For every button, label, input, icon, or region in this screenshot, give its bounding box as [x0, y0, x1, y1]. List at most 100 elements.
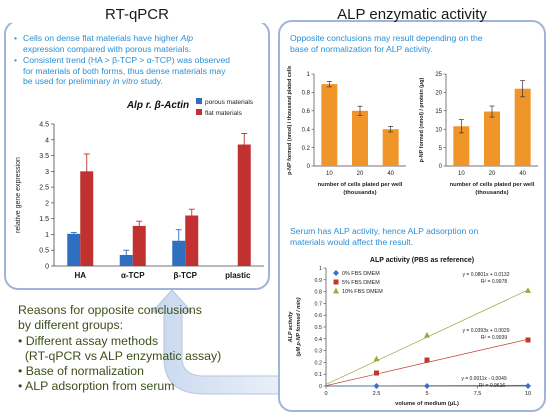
y-tick-label: 4.5: [39, 122, 49, 129]
reason-item-2: (RT-qPCR vs ALP enzymatic assay): [18, 349, 222, 363]
alp-per-protein-chart: 0 5 10 15 20 25 p-NP formed (nmol) / protein (…: [419, 72, 538, 196]
bar-flat: [185, 215, 199, 266]
data-point: [373, 383, 380, 389]
y-tick-label: 1: [45, 232, 49, 239]
y-tick-label: 0.8: [302, 91, 311, 97]
y-tick-label: 0.7: [315, 301, 323, 307]
y-tick-label: 0.9: [315, 278, 323, 284]
legend-marker: [333, 279, 339, 285]
alp-title: ALP enzymatic activity: [337, 6, 487, 23]
y-tick-label: 25: [435, 72, 442, 78]
y-tick-label: 0.8: [315, 290, 323, 296]
trend-r2: R² = 0.9978: [481, 279, 507, 285]
y-tick-label: 2: [45, 200, 49, 207]
alp-intro: Opposite conclusions may result dependin…: [290, 33, 540, 54]
data-point: [525, 287, 531, 293]
bar: [321, 84, 338, 166]
y-tick-label: 0: [439, 164, 443, 170]
bullet-1-rest: expression compared with porous material…: [23, 43, 192, 54]
legend-label: 10% FBS DMEM: [342, 289, 383, 295]
y-tick-label: 0.6: [315, 313, 323, 319]
x-tick-label: 40: [519, 171, 526, 177]
alp-activity-chart: ALP activity (PBS as reference) 0 0.1 0.2 0.…: [288, 257, 531, 407]
reason-item-1: • Different assay methods: [18, 334, 159, 348]
x-axis-label-2: (thousands): [343, 190, 376, 196]
y-tick-label: 0.2: [315, 360, 323, 366]
bullet-2: • Consistent trend (HA > β-TCP > α-TCP) w…: [14, 55, 266, 87]
x-tick-label: 0: [324, 391, 327, 397]
x-category-label: α-TCP: [121, 271, 145, 280]
data-point: [374, 370, 379, 376]
bullet-2-line3a: be used for preliminary: [23, 76, 113, 87]
y-tick-label: 0.4: [315, 337, 323, 343]
bullet-2-line1: Consistent trend (HA > β-TCP > α-TCP) wa…: [23, 55, 231, 65]
y-tick-label: 10: [435, 127, 442, 133]
x-tick-label: 20: [357, 171, 364, 177]
trend-equation: y = 0.0011x - 0.0049: [461, 376, 507, 382]
trend-r2: R² = 0.9616: [479, 383, 505, 389]
trend-equation: y = 0.0393x + 0.0029: [463, 328, 510, 334]
reason-item-3: • Base of normalization: [18, 364, 144, 378]
bullet-dot: •: [14, 33, 18, 43]
x-tick-label: 7.5: [474, 391, 482, 397]
y-tick-label: 0.2: [302, 146, 311, 152]
data-point: [424, 332, 430, 338]
x-category-label: plastic: [225, 271, 251, 280]
bar: [382, 129, 399, 166]
x-tick-label: 20: [489, 171, 496, 177]
chart-title: ALP activity (PBS as reference): [370, 257, 474, 264]
bar: [453, 126, 470, 166]
bar: [352, 110, 368, 166]
x-tick-label: 40: [387, 171, 394, 177]
y-tick-label: 0: [307, 164, 311, 170]
y-tick-label: 1: [307, 72, 311, 78]
bullet-dot: •: [14, 55, 18, 65]
legend-swatch-porous: [196, 98, 202, 104]
bar-porous: [172, 240, 186, 266]
legend-swatch-flat: [196, 109, 202, 115]
y-tick-label: 0.5: [315, 325, 323, 331]
bullet-2-line3b: study.: [138, 76, 163, 87]
data-point: [373, 355, 380, 362]
bullet-2-line2: for materials of both forms, thus dense …: [23, 65, 226, 76]
y-tick-label: 0: [319, 384, 322, 390]
data-point: [525, 383, 531, 389]
y-tick-label: 1.5: [39, 216, 49, 223]
y-tick-label: 0.4: [302, 127, 311, 133]
x-tick-label: 10: [525, 391, 531, 397]
x-axis-label-2: (thousands): [475, 190, 508, 196]
y-tick-label: 0.3: [315, 349, 323, 355]
y-tick-label: 20: [435, 91, 442, 97]
bar-flat: [237, 144, 251, 266]
y-tick-label: 3.5: [39, 153, 49, 160]
bar-flat: [132, 225, 146, 266]
data-point: [424, 383, 430, 389]
y-tick-label: 0: [45, 264, 49, 271]
alp-intro-line1: Opposite conclusions may result dependin…: [290, 33, 483, 43]
legend-label-porous: porous materials: [205, 99, 254, 106]
bar: [514, 88, 531, 166]
reasons-title-line2: by different groups:: [18, 318, 124, 332]
reason-item-4: • ALP adsorption from serum: [18, 379, 175, 393]
chart-title: Alp r. β-Actin: [126, 100, 189, 111]
legend-marker: [333, 287, 339, 294]
y-tick-label: 0.1: [315, 372, 323, 378]
x-axis-label: volume of medium (μL): [395, 401, 459, 407]
bar: [484, 111, 500, 166]
x-category-label: β-TCP: [173, 271, 197, 280]
arrow-shape: [150, 290, 290, 395]
serum-text: Serum has ALP activity, hence ALP adsorp…: [290, 226, 540, 247]
y-tick-label: 2.5: [39, 185, 49, 192]
legend-label-flat: flat materials: [205, 110, 243, 117]
x-category-label: HA: [74, 271, 86, 280]
legend-label: 0% FBS DMEM: [342, 271, 380, 277]
y-tick-label: 5: [439, 146, 443, 152]
rtqpcr-bar-chart: Alp r. β-Actin porous materials flat mater…: [15, 98, 264, 280]
data-point: [525, 337, 531, 343]
y-tick-label: 3: [45, 169, 49, 176]
y-axis-label: p-NP formed (nmol) / thousand plated cel…: [287, 66, 293, 175]
bar-porous: [119, 254, 133, 266]
trend-equation: y = 0.0801x + 0.0132: [463, 272, 510, 278]
bar-flat: [80, 171, 94, 266]
y-axis-label-units: (μM p-NP formed / min): [296, 297, 302, 356]
